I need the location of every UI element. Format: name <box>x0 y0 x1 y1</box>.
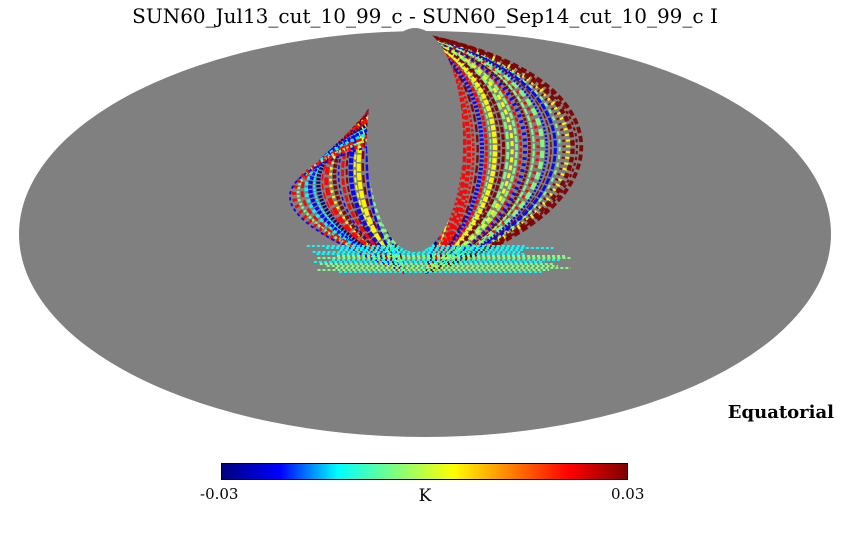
scan-stripe <box>313 109 416 273</box>
colorbar-max-label: 0.03 <box>611 485 645 503</box>
scan-stripe <box>414 31 498 274</box>
scan-stripe <box>296 124 416 274</box>
scan-stripe <box>414 32 528 274</box>
coordinate-system-label: Equatorial <box>727 402 834 423</box>
masked-hole <box>367 28 463 252</box>
colorbar <box>221 463 628 480</box>
map-title: SUN60_Jul13_cut_10_99_c - SUN60_Sep14_cu… <box>132 4 718 28</box>
scan-stripe <box>414 32 488 274</box>
colorbar-min-label: -0.03 <box>200 485 239 503</box>
scan-stripe <box>414 32 548 274</box>
scan-stripe <box>414 32 510 274</box>
scan-stripe <box>414 32 584 274</box>
scan-stripe <box>414 32 557 274</box>
scan-stripe <box>291 127 416 275</box>
scan-stripe <box>316 103 416 274</box>
colorbar-unit-label: K <box>418 486 432 506</box>
scan-stripe <box>337 85 416 273</box>
